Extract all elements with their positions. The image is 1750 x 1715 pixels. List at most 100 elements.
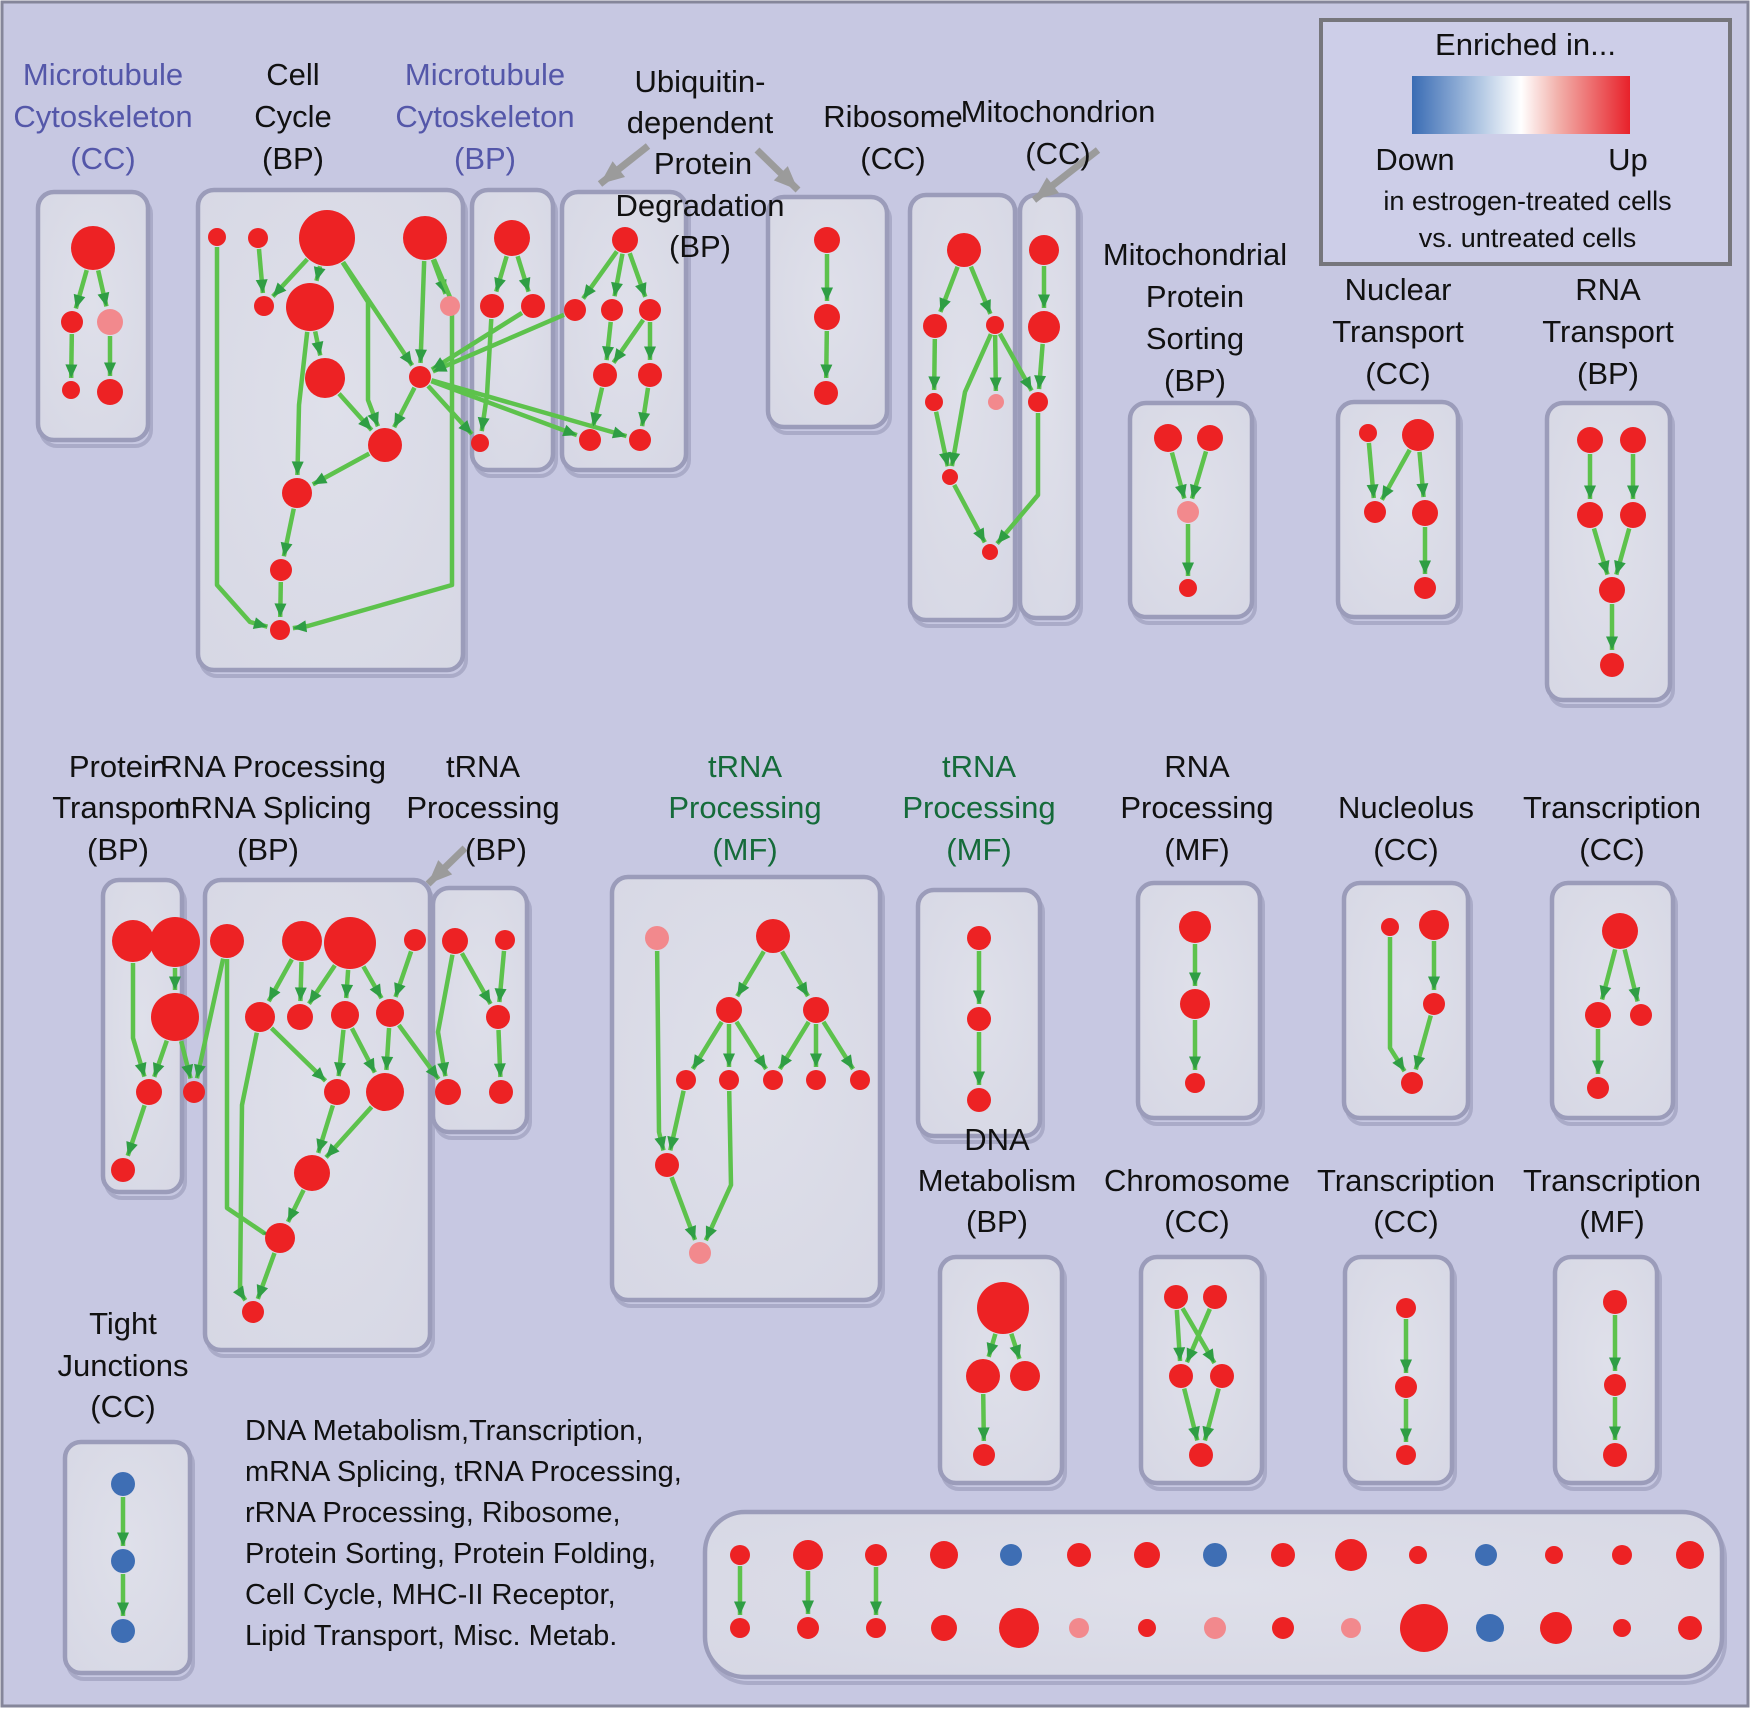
label-pointer-arrow-icon [597, 143, 651, 187]
cluster-label-mtbp: Cytoskeleton [395, 99, 574, 134]
cluster-label-rnapmf: (MF) [1164, 832, 1229, 867]
gene-node-v3 [1396, 1445, 1416, 1465]
edge-k1-k3 [1173, 1309, 1186, 1362]
cluster-label-mps: Sorting [1146, 321, 1244, 356]
gene-node-c8 [305, 358, 345, 398]
gene-node-tj3 [111, 1619, 135, 1643]
gene-node-r7 [982, 544, 998, 560]
gene-node-mc1 [71, 226, 115, 270]
edge-n3-n4 [1413, 1014, 1433, 1071]
cluster-label-tight: (CC) [90, 1389, 155, 1424]
gene-node-mc2 [61, 311, 83, 333]
gene-node-d3 [1010, 1361, 1040, 1391]
cluster-label-mps: Mitochondrial [1103, 237, 1287, 272]
edge-g3-g7 [734, 1020, 768, 1071]
gene-node-mc3 [97, 309, 123, 335]
gene-node-mc4 [62, 381, 80, 399]
edge-hub-c9 [392, 386, 417, 429]
gene-node-bb6 [1069, 1618, 1089, 1638]
legend-gradient-bar [1412, 76, 1630, 134]
gene-node-bt4 [930, 1541, 958, 1569]
gene-node-rh [376, 999, 404, 1027]
cluster-label-rnapmf: Processing [1120, 790, 1273, 825]
edge-x1-x3 [1622, 948, 1641, 1002]
edge-g2-g4 [780, 950, 810, 998]
gene-node-c7 [440, 296, 460, 316]
edge-p1-p4 [130, 963, 147, 1078]
cluster-label-ubi: dependent [627, 105, 774, 140]
edge-q4-q5 [1614, 527, 1632, 576]
edge-ra-p5 [194, 958, 226, 1079]
edge-t1-tb1 [435, 954, 455, 1077]
gene-node-g3 [716, 997, 742, 1023]
edge-mc1-mc2 [73, 269, 89, 310]
gene-node-u5 [593, 363, 617, 387]
gene-node-g9 [850, 1070, 870, 1090]
cluster-label-chromosome: Chromosome [1104, 1163, 1290, 1198]
legend-up-label: Up [1608, 142, 1648, 177]
edge-rg-ri [334, 1029, 347, 1077]
cluster-label-ubi: Degradation [616, 188, 785, 223]
gene-node-c2 [248, 228, 268, 248]
cluster-label-trnabp: tRNA [446, 749, 520, 784]
gene-node-nt3 [1364, 501, 1386, 523]
cluster-label-rrna: mRNA Splicing [165, 790, 372, 825]
gene-node-mt1 [494, 220, 530, 256]
gene-node-n4 [1401, 1072, 1423, 1094]
edge-nt1-nt3 [1366, 442, 1379, 499]
cluster-label-chromosome: (CC) [1164, 1204, 1229, 1239]
gene-node-k3 [1169, 1364, 1193, 1388]
cluster-label-txnmf: (MF) [1579, 1204, 1644, 1239]
gene-node-bt3 [865, 1544, 887, 1566]
gene-node-s1 [1154, 424, 1182, 452]
gene-node-c3 [299, 210, 355, 266]
cluster-box-txnccbot [1342, 1254, 1455, 1486]
edge-rc-rh [361, 965, 384, 1000]
gene-node-rk [294, 1155, 330, 1191]
gene-node-bb15 [1678, 1616, 1702, 1640]
gene-node-bt10 [1335, 1539, 1367, 1571]
gene-node-bt14 [1612, 1545, 1632, 1565]
edge-r1-r3 [968, 265, 993, 315]
cluster-label-mtbp: Microtubule [405, 57, 565, 92]
edge-g4-g9 [821, 1020, 855, 1071]
gene-node-bt2 [793, 1540, 823, 1570]
edge-hub-u8 [430, 378, 628, 439]
cluster-label-rnat: RNA [1575, 272, 1641, 307]
gene-node-g2 [756, 919, 790, 953]
cluster-label-mtcc: Cytoskeleton [13, 99, 192, 134]
gene-node-bb10 [1341, 1618, 1361, 1638]
gene-node-bb1 [730, 1618, 750, 1638]
gene-node-v1 [1396, 1298, 1416, 1318]
cluster-label-mtbp: (BP) [454, 141, 516, 176]
edge-mt1-mt3 [515, 255, 531, 293]
edge-s2-s3 [1189, 450, 1209, 500]
edge-b2-b3 [820, 330, 833, 379]
gene-node-b2 [814, 304, 840, 330]
edge-g5-g10 [667, 1090, 686, 1151]
gene-node-mt4 [471, 434, 489, 452]
cluster-label-cellcycle: (BP) [262, 141, 324, 176]
gene-node-bt15 [1676, 1541, 1704, 1569]
gene-node-rm [242, 1301, 264, 1323]
gene-node-bt5 [1000, 1544, 1022, 1566]
gene-node-g6 [719, 1070, 739, 1090]
edge-m2-m3 [1034, 343, 1047, 390]
gene-node-re [245, 1002, 275, 1032]
edge-g1-g10 [654, 950, 667, 1151]
gene-node-bt11 [1409, 1546, 1427, 1564]
gene-node-t2 [495, 930, 515, 950]
legend: Enriched in... Down Up in estrogen-treated … [1319, 18, 1732, 266]
gene-node-w1 [1603, 1290, 1627, 1314]
gene-node-bb5 [999, 1608, 1039, 1648]
gene-node-m3 [1028, 392, 1048, 412]
edge-c8-c9 [337, 392, 374, 432]
cluster-label-prot: Protein [69, 749, 167, 784]
gene-node-d4 [973, 1444, 995, 1466]
gene-node-d1 [977, 1282, 1029, 1334]
label-pointer-arrow-icon [1031, 147, 1101, 203]
cluster-label-rnat: (BP) [1577, 356, 1639, 391]
cluster-label-dnametab: DNA [964, 1122, 1030, 1157]
cluster-label-rrna: rRNA Processing [150, 749, 386, 784]
edge-mt2-mt4 [477, 318, 494, 432]
